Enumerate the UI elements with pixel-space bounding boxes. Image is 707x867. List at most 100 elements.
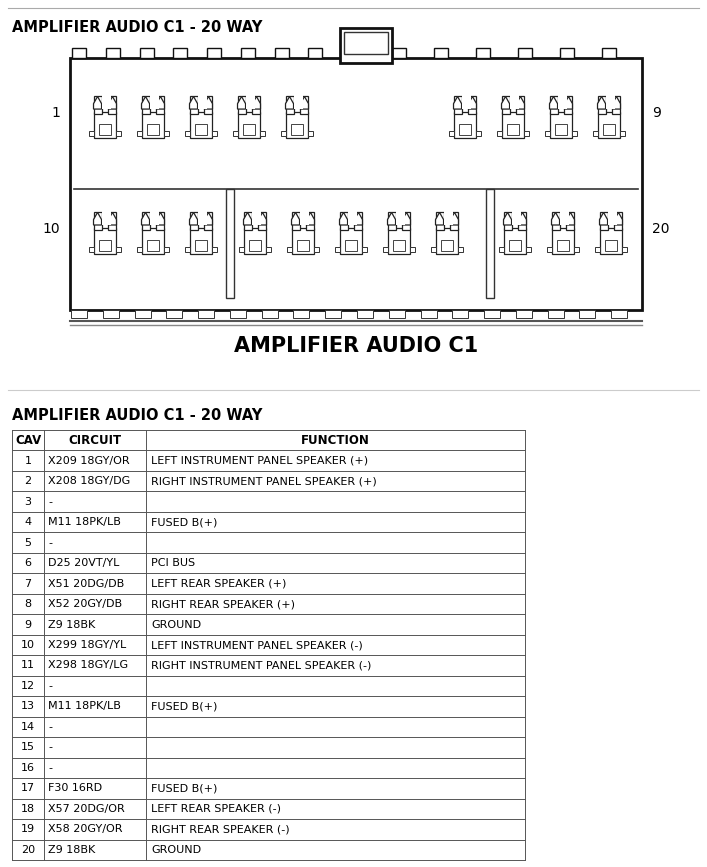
- Polygon shape: [243, 212, 252, 225]
- Bar: [507, 124, 520, 134]
- Bar: [503, 228, 527, 254]
- Bar: [402, 212, 411, 231]
- Bar: [286, 113, 308, 139]
- Polygon shape: [204, 212, 213, 225]
- Polygon shape: [597, 96, 606, 109]
- Bar: [238, 113, 260, 139]
- Bar: [544, 131, 549, 136]
- Bar: [189, 212, 197, 231]
- Bar: [607, 207, 617, 225]
- Text: LEFT INSTRUMENT PANEL SPEAKER (-): LEFT INSTRUMENT PANEL SPEAKER (-): [151, 640, 363, 650]
- Bar: [518, 212, 527, 231]
- Bar: [204, 212, 213, 231]
- Bar: [501, 113, 525, 139]
- Bar: [476, 48, 490, 58]
- Text: FUSED B(+): FUSED B(+): [151, 783, 217, 793]
- Polygon shape: [204, 96, 213, 109]
- Text: 5: 5: [25, 538, 32, 548]
- Bar: [102, 207, 110, 225]
- Bar: [259, 212, 267, 231]
- Polygon shape: [614, 212, 622, 225]
- Bar: [606, 91, 614, 109]
- Polygon shape: [259, 212, 267, 225]
- Bar: [136, 131, 141, 136]
- Bar: [99, 124, 111, 134]
- Bar: [527, 247, 532, 251]
- Bar: [575, 247, 580, 251]
- Bar: [614, 212, 622, 231]
- Text: 10: 10: [42, 223, 60, 237]
- Bar: [450, 212, 458, 231]
- Bar: [411, 247, 416, 251]
- Bar: [392, 48, 406, 58]
- Text: Z9 18BK: Z9 18BK: [48, 620, 95, 629]
- Bar: [602, 48, 616, 58]
- Polygon shape: [108, 96, 117, 109]
- Bar: [325, 310, 341, 318]
- Bar: [93, 113, 117, 139]
- Bar: [434, 48, 448, 58]
- Bar: [185, 131, 189, 136]
- Bar: [102, 91, 110, 109]
- Text: X298 18GY/LG: X298 18GY/LG: [48, 661, 128, 670]
- Text: 3: 3: [25, 497, 32, 506]
- Bar: [88, 247, 93, 251]
- Bar: [238, 247, 243, 251]
- Bar: [339, 212, 348, 231]
- Bar: [602, 124, 615, 134]
- Bar: [189, 228, 213, 254]
- Bar: [421, 310, 436, 318]
- Bar: [436, 212, 443, 231]
- Text: 9: 9: [652, 107, 661, 121]
- Text: AMPLIFIER AUDIO C1 - 20 WAY: AMPLIFIER AUDIO C1 - 20 WAY: [12, 408, 262, 423]
- Bar: [382, 247, 387, 251]
- Text: FUSED B(+): FUSED B(+): [151, 701, 217, 712]
- Bar: [452, 310, 468, 318]
- Bar: [518, 48, 532, 58]
- Polygon shape: [93, 212, 102, 225]
- Text: RIGHT INSTRUMENT PANEL SPEAKER (-): RIGHT INSTRUMENT PANEL SPEAKER (-): [151, 661, 371, 670]
- Bar: [612, 310, 627, 318]
- Bar: [604, 240, 617, 251]
- Bar: [293, 91, 303, 109]
- Bar: [103, 310, 119, 318]
- Text: -: -: [48, 538, 52, 548]
- Polygon shape: [516, 96, 525, 109]
- Text: RIGHT INSTRUMENT PANEL SPEAKER (+): RIGHT INSTRUMENT PANEL SPEAKER (+): [151, 476, 377, 486]
- Polygon shape: [238, 96, 245, 109]
- Bar: [93, 96, 102, 114]
- Bar: [560, 48, 574, 58]
- Text: 19: 19: [21, 825, 35, 834]
- Bar: [469, 96, 477, 114]
- Text: FUSED B(+): FUSED B(+): [151, 517, 217, 527]
- Polygon shape: [189, 96, 197, 109]
- Bar: [194, 124, 207, 134]
- Bar: [252, 96, 260, 114]
- Bar: [243, 212, 252, 231]
- Bar: [267, 247, 271, 251]
- Text: 1: 1: [51, 107, 60, 121]
- Bar: [243, 124, 255, 134]
- Bar: [198, 310, 214, 318]
- Text: 4: 4: [25, 517, 32, 527]
- Bar: [106, 48, 119, 58]
- Bar: [226, 189, 234, 298]
- Bar: [448, 131, 453, 136]
- Bar: [453, 113, 477, 139]
- Polygon shape: [156, 96, 165, 109]
- Bar: [156, 96, 165, 114]
- Bar: [249, 240, 262, 251]
- Text: CIRCUIT: CIRCUIT: [69, 434, 122, 447]
- Polygon shape: [469, 96, 477, 109]
- Bar: [486, 189, 494, 298]
- Polygon shape: [252, 96, 260, 109]
- Bar: [141, 113, 165, 139]
- Text: 10: 10: [21, 640, 35, 650]
- Bar: [512, 207, 520, 225]
- Bar: [165, 131, 170, 136]
- Bar: [156, 212, 165, 231]
- Bar: [146, 124, 159, 134]
- Bar: [595, 247, 600, 251]
- Text: RIGHT REAR SPEAKER (-): RIGHT REAR SPEAKER (-): [151, 825, 290, 834]
- Text: 12: 12: [21, 681, 35, 691]
